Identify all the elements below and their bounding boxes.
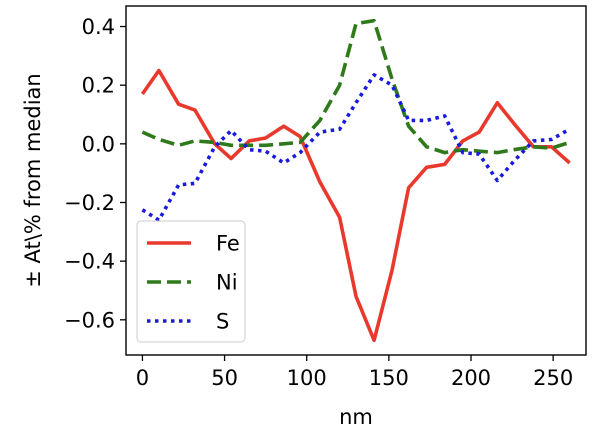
x-tick-label: 250 xyxy=(533,366,573,390)
legend-label-s: S xyxy=(216,310,229,334)
y-axis-ticks: −0.6 −0.4 −0.2 0.0 0.2 0.4 xyxy=(64,15,126,332)
x-tick-label: 200 xyxy=(451,366,491,390)
legend-label-ni: Ni xyxy=(216,271,238,295)
y-tick-label: 0.2 xyxy=(82,74,115,98)
x-tick-label: 0 xyxy=(136,366,149,390)
series-line-fe xyxy=(140,68,571,343)
y-tick-label: −0.4 xyxy=(64,250,115,274)
legend-label-fe: Fe xyxy=(216,232,240,256)
legend: Fe Ni S xyxy=(136,220,246,343)
y-axis-label: ± At\% from median xyxy=(21,73,45,287)
y-tick-label: −0.6 xyxy=(64,308,115,332)
x-tick-label: 100 xyxy=(287,366,327,390)
y-tick-label: 0.0 xyxy=(82,132,115,156)
x-tick-label: 150 xyxy=(369,366,409,390)
series-line-ni xyxy=(141,18,571,155)
y-tick-label: −0.2 xyxy=(64,191,115,215)
x-axis-ticks: 0 50 100 150 200 250 xyxy=(136,355,573,390)
series-line-s xyxy=(141,73,571,222)
x-tick-label: 50 xyxy=(211,366,238,390)
series-layer xyxy=(140,18,571,343)
plot-area-frame xyxy=(125,5,587,356)
y-tick-label: 0.4 xyxy=(82,15,115,39)
x-axis-label: nm xyxy=(339,405,373,429)
